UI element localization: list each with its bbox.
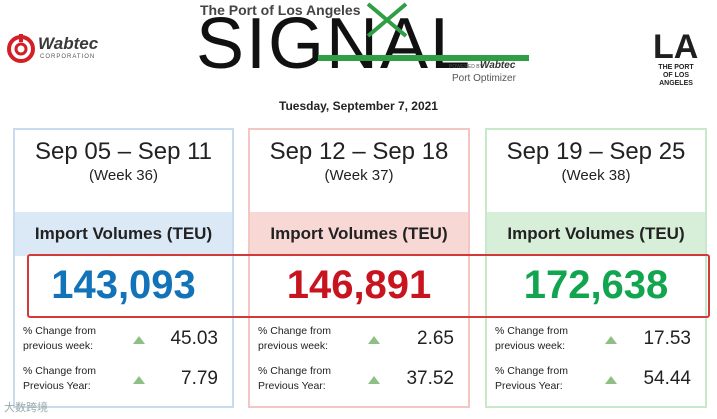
signal-subtitle: The Port of Los Angeles	[200, 2, 361, 18]
import-volume-value: 172,638	[523, 263, 669, 307]
change-week-label-line1: % Change from	[495, 325, 568, 337]
change-year-label-line1: % Change from	[495, 365, 568, 377]
week-card-37: Sep 12 – Sep 18 (Week 37) Import Volumes…	[248, 128, 470, 408]
card-header: Sep 12 – Sep 18 (Week 37)	[250, 130, 468, 212]
wabtec-emblem-icon	[7, 34, 35, 63]
up-arrow-icon	[368, 376, 380, 384]
week-range: Sep 19 – Sep 25	[506, 138, 686, 165]
week-card-36: Sep 05 – Sep 11 (Week 36) Import Volumes…	[13, 128, 234, 408]
product-name: Port Optimizer	[452, 73, 516, 84]
up-arrow-icon	[133, 376, 145, 384]
powered-by-label: POWERED BY	[449, 64, 483, 70]
powered-brand: Wabtec	[480, 60, 516, 71]
up-arrow-icon	[605, 376, 617, 384]
la-emblem-icon: LA	[653, 28, 698, 66]
change-week-value: 17.53	[643, 328, 691, 349]
change-week-label-line2: previous week:	[23, 340, 94, 352]
change-week-value: 45.03	[170, 328, 218, 349]
week-range: Sep 12 – Sep 18	[269, 138, 449, 165]
change-week-label-line2: previous week:	[258, 340, 329, 352]
change-week-label-line2: previous week:	[495, 340, 566, 352]
change-week-value: 2.65	[417, 328, 454, 349]
la-logo-letters: LA	[653, 28, 698, 66]
signal-green-bar	[318, 55, 529, 61]
wabtec-logo: Wabtec CORPORATION	[6, 32, 116, 66]
watermark: 大数跨境	[4, 402, 48, 414]
change-previous-week-row: % Change from previous week: 17.53	[495, 324, 697, 358]
week-number: (Week 37)	[324, 167, 394, 184]
change-previous-week-row: % Change from previous week: 45.03	[23, 324, 224, 358]
week-card-38: Sep 19 – Sep 25 (Week 38) Import Volumes…	[485, 128, 707, 408]
up-arrow-icon	[368, 336, 380, 344]
change-week-label: % Change from previous week:	[495, 324, 595, 354]
change-year-value: 7.79	[181, 368, 218, 389]
wabtec-logo-subtitle: CORPORATION	[40, 54, 96, 60]
volume-highlight-box	[27, 254, 710, 318]
port-la-logo: LA	[651, 26, 699, 78]
change-year-value: 54.44	[643, 368, 691, 389]
wabtec-logo-name: Wabtec	[38, 34, 99, 53]
signal-crane-icon	[366, 2, 408, 38]
change-previous-year-row: % Change from Previous Year: 54.44	[495, 364, 697, 398]
change-week-label-line1: % Change from	[258, 325, 331, 337]
port-la-subtitle-line2: OF LOS ANGELES	[659, 72, 693, 87]
import-volume-value: 143,093	[51, 263, 196, 307]
change-year-label-line1: % Change from	[23, 365, 96, 377]
up-arrow-icon	[605, 336, 617, 344]
change-previous-week-row: % Change from previous week: 2.65	[258, 324, 460, 358]
change-week-label: % Change from previous week:	[23, 324, 123, 354]
change-year-label-line1: % Change from	[258, 365, 331, 377]
import-volume-label: Import Volumes (TEU)	[507, 224, 685, 243]
change-year-label-line2: Previous Year:	[495, 380, 563, 392]
week-number: (Week 36)	[89, 167, 158, 184]
week-number: (Week 38)	[561, 167, 631, 184]
card-header: Sep 19 – Sep 25 (Week 38)	[487, 130, 705, 212]
change-week-label-line1: % Change from	[23, 325, 96, 337]
change-previous-year-row: % Change from Previous Year: 37.52	[258, 364, 460, 398]
card-header: Sep 05 – Sep 11 (Week 36)	[15, 130, 232, 212]
change-year-label: % Change from Previous Year:	[495, 364, 595, 394]
import-volume-value: 146,891	[286, 263, 432, 307]
change-year-value: 37.52	[406, 368, 454, 389]
change-year-label-line2: Previous Year:	[23, 380, 91, 392]
up-arrow-icon	[133, 336, 145, 344]
change-year-label: % Change from Previous Year:	[23, 364, 123, 394]
week-range: Sep 05 – Sep 11	[34, 138, 213, 165]
port-la-subtitle-line1: THE PORT	[658, 64, 694, 71]
change-year-label: % Change from Previous Year:	[258, 364, 358, 394]
change-previous-year-row: % Change from Previous Year: 7.79	[23, 364, 224, 398]
port-la-subtitle: THE PORT OF LOS ANGELES	[646, 64, 706, 88]
import-volume-label: Import Volumes (TEU)	[270, 224, 448, 243]
change-week-label: % Change from previous week:	[258, 324, 358, 354]
change-year-label-line2: Previous Year:	[258, 380, 326, 392]
import-volume-label: Import Volumes (TEU)	[34, 224, 213, 243]
import-volume-band: Import Volumes (TEU)	[15, 212, 232, 256]
signal-logo-word: SIGNAL	[196, 4, 473, 84]
import-volume-band: Import Volumes (TEU)	[487, 212, 705, 256]
report-date: Tuesday, September 7, 2021	[279, 99, 438, 113]
import-volume-band: Import Volumes (TEU)	[250, 212, 468, 256]
